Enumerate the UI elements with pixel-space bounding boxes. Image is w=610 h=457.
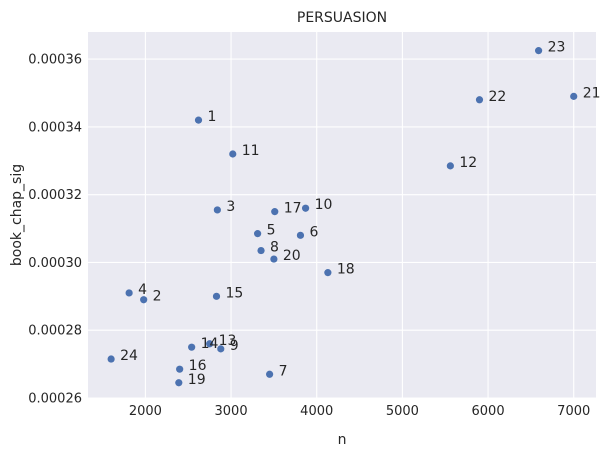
y-tick-label: 0.00028 xyxy=(28,324,82,339)
data-point xyxy=(324,269,332,277)
data-point xyxy=(475,96,484,104)
data-point xyxy=(217,345,225,353)
data-points xyxy=(107,47,578,387)
point-label: 8 xyxy=(270,240,279,256)
point-label: 4 xyxy=(138,282,147,298)
point-label: 18 xyxy=(337,262,355,278)
point-label: 7 xyxy=(279,363,288,379)
point-label: 19 xyxy=(188,372,206,388)
data-point xyxy=(535,47,543,55)
point-label: 14 xyxy=(201,336,219,352)
data-point xyxy=(206,340,214,348)
data-point xyxy=(570,92,578,100)
data-point xyxy=(301,204,310,212)
plot-area xyxy=(88,32,596,398)
x-axis-ticks: 2000 3000 4000 5000 6000 7000 xyxy=(129,404,590,419)
data-point xyxy=(213,206,221,214)
data-point xyxy=(257,246,265,255)
x-tick-label: 4000 xyxy=(300,404,333,419)
x-tick-label: 6000 xyxy=(472,404,505,419)
point-label: 16 xyxy=(189,358,207,374)
point-label: 21 xyxy=(583,85,601,101)
y-tick-label: 0.00030 xyxy=(28,256,82,271)
data-point xyxy=(446,162,454,170)
x-tick-label: 2000 xyxy=(129,404,162,419)
x-axis-label: n xyxy=(338,432,347,448)
data-point xyxy=(266,370,274,378)
point-label: 23 xyxy=(548,40,566,56)
data-point xyxy=(229,150,237,158)
point-label: 1 xyxy=(208,109,217,125)
data-point xyxy=(176,365,184,373)
point-label: 3 xyxy=(226,199,235,215)
x-tick-label: 5000 xyxy=(386,404,419,419)
y-tick-label: 0.00036 xyxy=(28,53,82,68)
point-label: 12 xyxy=(459,155,477,171)
y-axis-label: book_chap_sig xyxy=(9,164,25,266)
point-label: 24 xyxy=(120,348,138,364)
data-point xyxy=(271,208,279,216)
point-label: 13 xyxy=(219,333,237,349)
point-label: 20 xyxy=(283,248,301,264)
point-label: 22 xyxy=(488,89,506,105)
y-tick-label: 0.00034 xyxy=(28,120,82,135)
data-point xyxy=(188,343,196,351)
y-tick-label: 0.00032 xyxy=(28,188,82,203)
chart-title: PERSUASION xyxy=(297,10,387,26)
point-label: 6 xyxy=(309,224,318,240)
data-point xyxy=(254,230,262,238)
x-tick-label: 7000 xyxy=(557,404,590,419)
y-axis-ticks: 0.00026 0.00028 0.00030 0.00032 0.00034 0.000… xyxy=(28,53,82,407)
point-label: 2 xyxy=(153,289,162,305)
data-point xyxy=(175,379,183,387)
point-label: 10 xyxy=(315,197,333,213)
data-point xyxy=(270,255,278,263)
x-tick-label: 3000 xyxy=(215,404,248,419)
point-label: 15 xyxy=(225,285,243,301)
data-point xyxy=(212,292,221,300)
point-label: 17 xyxy=(284,201,302,217)
data-point xyxy=(296,231,305,239)
y-tick-label: 0.00026 xyxy=(28,392,82,407)
data-point xyxy=(107,355,115,363)
data-point xyxy=(125,289,133,297)
data-point xyxy=(194,116,203,124)
point-label: 11 xyxy=(242,143,260,159)
point-label: 5 xyxy=(267,223,276,239)
point-label: 9 xyxy=(230,338,239,354)
data-point xyxy=(140,296,148,304)
